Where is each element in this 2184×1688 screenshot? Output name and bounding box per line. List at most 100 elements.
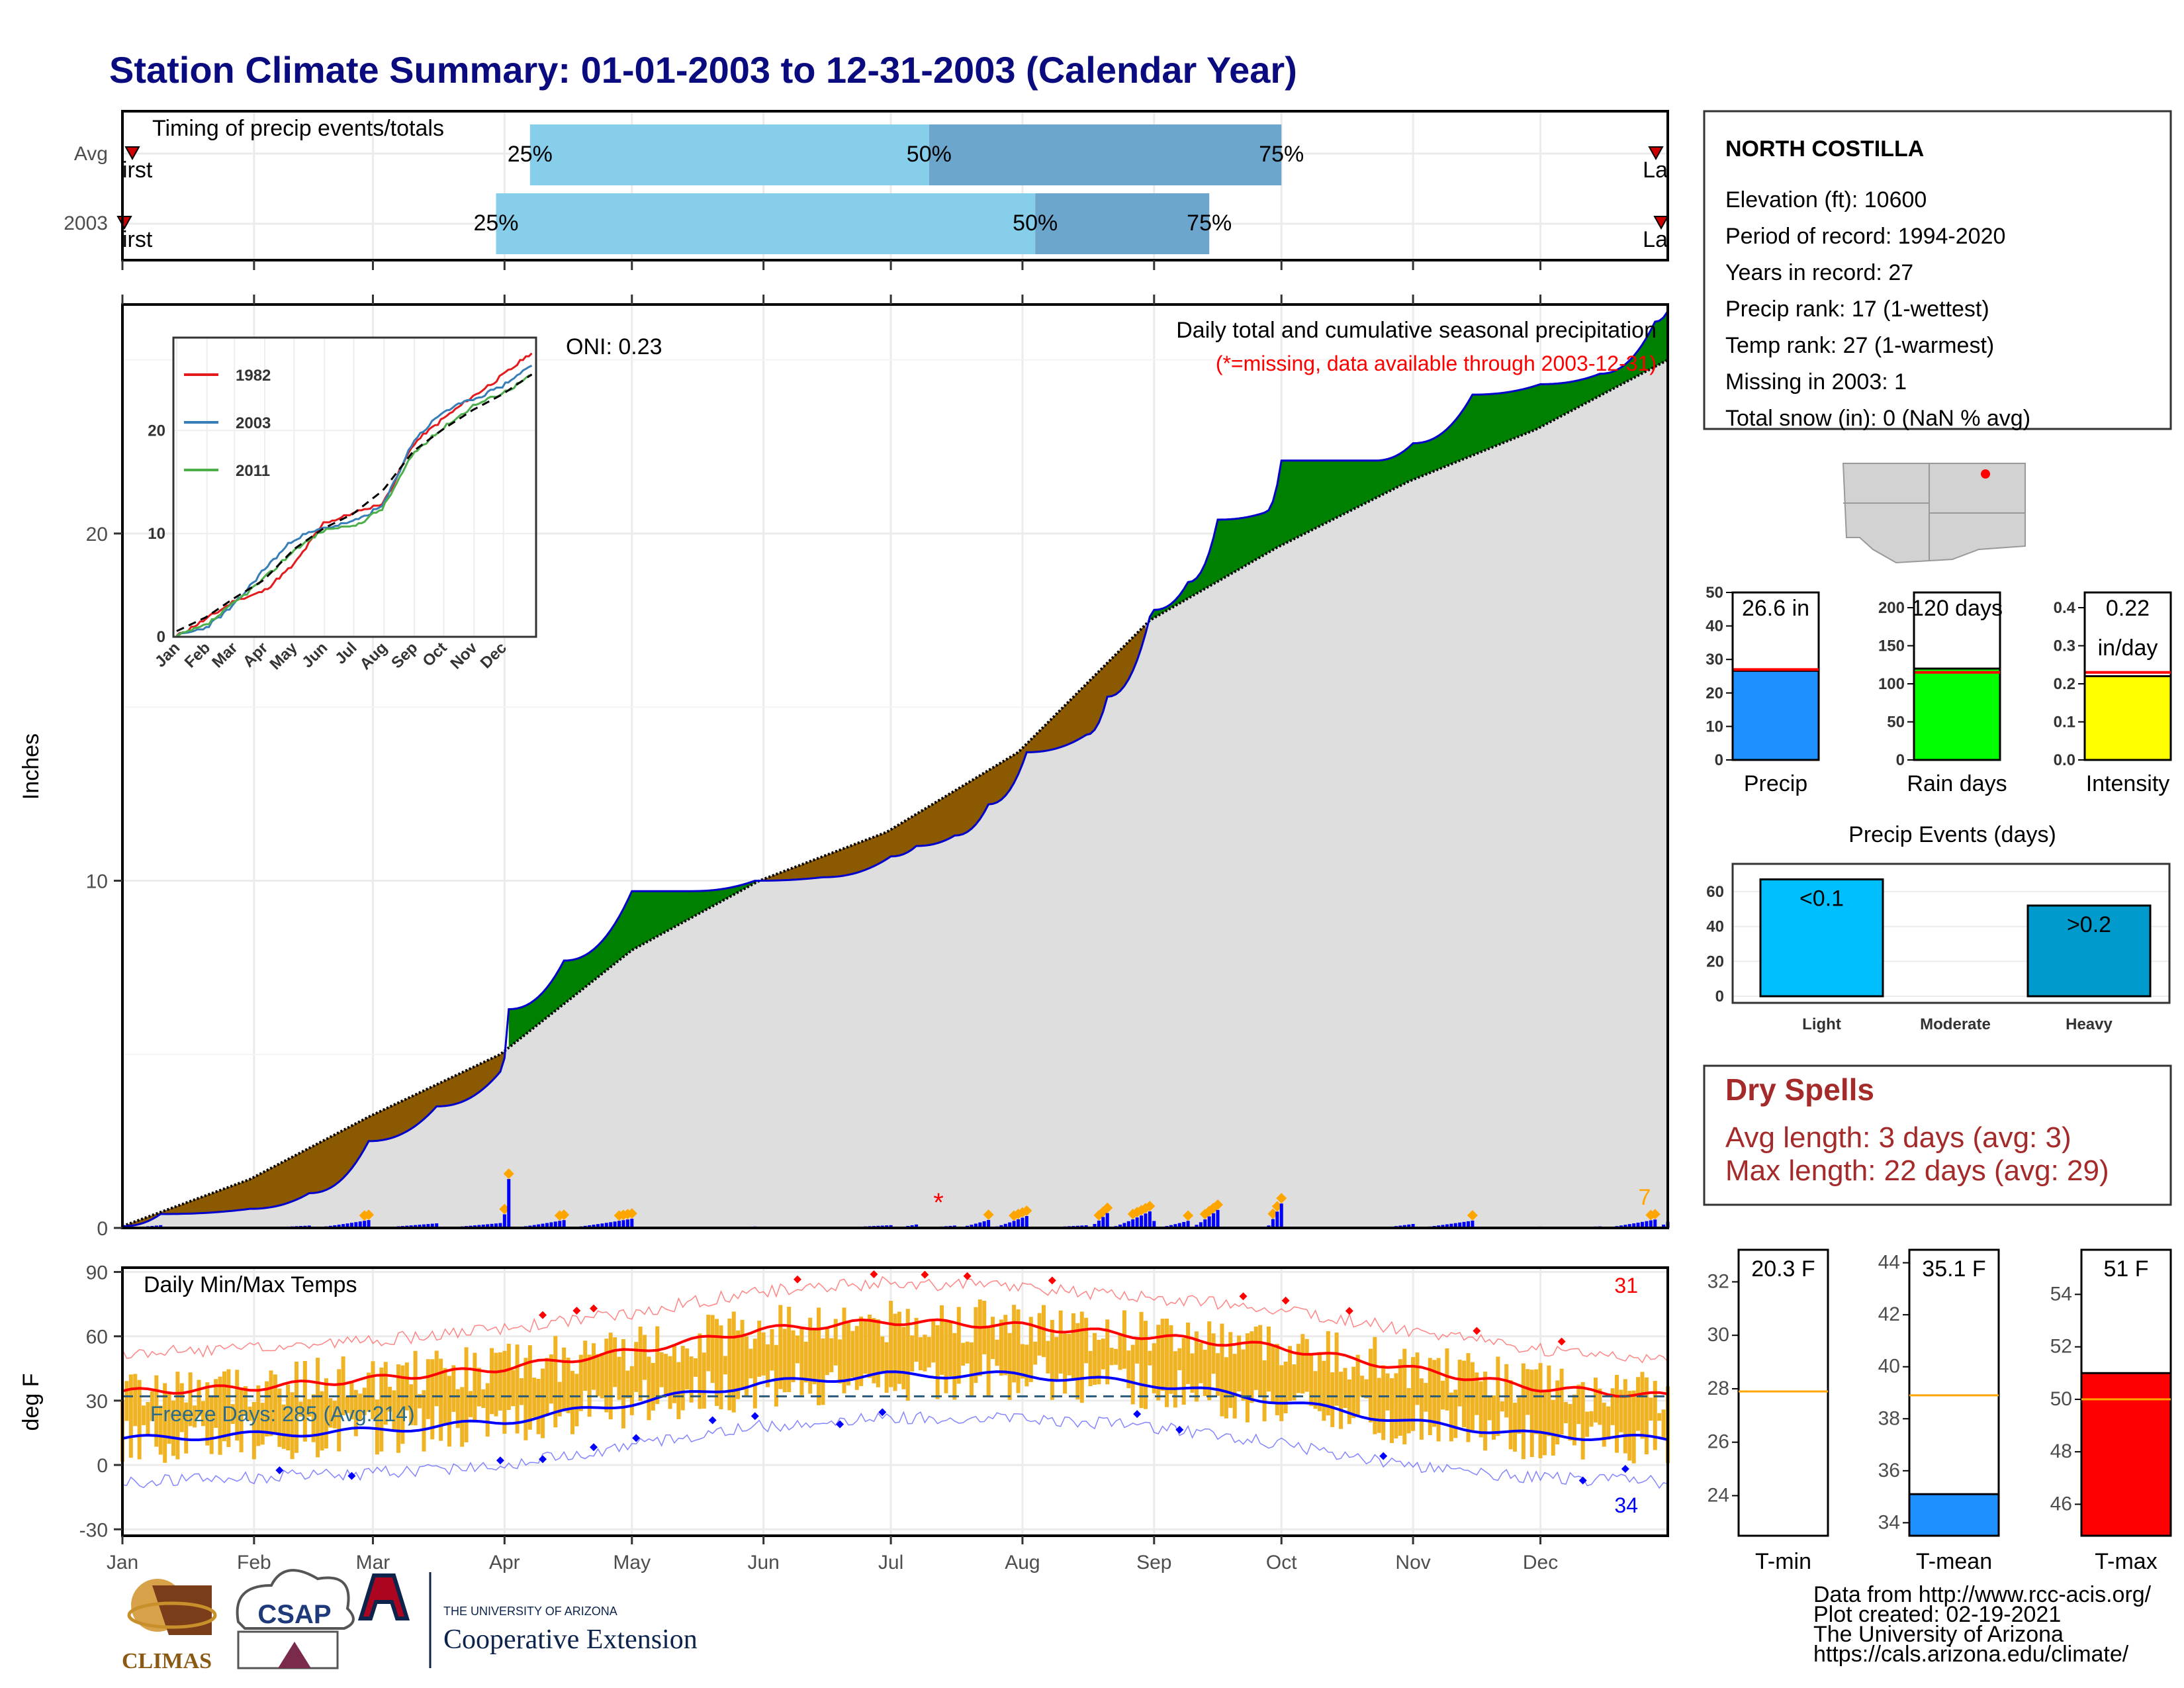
daily-temp-range-bar [473,1352,477,1423]
daily-temp-range-bar [184,1402,189,1454]
temp-bar-tick-label: 24 [1707,1484,1729,1506]
mini-bar-label-2: Intensity [2086,771,2170,796]
daily-temp-range-bar [1262,1360,1267,1422]
daily-temp-range-bar [1241,1349,1246,1401]
daily-temp-range-bar [752,1338,757,1409]
daily-temp-range-bar [1649,1397,1653,1421]
daily-precip-bar [507,1179,511,1228]
daily-temp-range-bar [1398,1359,1402,1436]
daily-precip-bar [486,1224,490,1228]
heavy-event-marker [363,1209,375,1221]
record-high-line [122,1276,1668,1364]
mini-bar-value-2 [2083,675,2172,761]
daily-temp-range-bar [1024,1344,1029,1387]
daily-temp-range-bar [490,1348,494,1415]
locator-map [1840,461,2030,564]
daily-temp-range-bar [740,1319,745,1390]
daily-temp-range-bar [205,1382,210,1446]
daily-temp-range-bar [1042,1305,1046,1358]
daily-precip-bar [1097,1220,1101,1228]
daily-temp-range-bar [413,1350,418,1426]
daily-precip-bar [1012,1221,1016,1228]
record-low-marker [836,1420,844,1429]
daily-temp-range-bar [1517,1397,1522,1434]
timing-bar-q1-q2 [496,193,1036,254]
mini-bar-tick-label: 0.1 [2054,714,2075,731]
mini-bar-tick-label: 50 [1887,714,1905,731]
daily-precip-bar [613,1221,617,1228]
daily-temp-range-bar [749,1348,753,1379]
precip-panel-frame [121,303,1669,1229]
daily-precip-bar [1173,1224,1177,1228]
daily-temp-range-bar [1258,1325,1263,1397]
daily-temp-range-bar [948,1323,952,1377]
daily-temp-range-bar [367,1372,371,1412]
mini-bar-value-unit-2: in/day [2098,635,2158,661]
temp-bar-tick-label: 52 [2050,1336,2072,1358]
daily-temp-range-bar [600,1352,604,1399]
daily-temp-range-bar [1390,1378,1394,1443]
daily-temp-range-bar [817,1307,821,1405]
daily-temp-range-bar [956,1307,961,1384]
record-high-marker [1557,1337,1566,1346]
daily-temp-range-bar [1088,1350,1093,1387]
daily-precip-bar [494,1223,498,1228]
daily-temp-range-bar [464,1347,469,1442]
daily-temp-range-bar [1304,1338,1309,1392]
daily-precip-bar [1148,1211,1152,1228]
first-event-label: irst [122,227,153,252]
daily-temp-range-bar [1631,1390,1636,1464]
daily-temp-range-bar [566,1357,570,1413]
mini-bar-value-0 [1731,669,1820,761]
precip-y-tick-label: 20 [86,524,108,545]
daily-precip-bar [1407,1224,1411,1228]
record-low-marker [1578,1476,1587,1485]
daily-temp-range-bar [532,1378,537,1418]
freeze-days-label: Freeze Days: 285 (Avg:214) [150,1402,415,1426]
daily-temp-range-bar [1355,1354,1360,1417]
daily-temp-range-bar [1441,1380,1445,1410]
daily-temp-range-bar [961,1342,966,1366]
daily-precip-bar [982,1221,986,1228]
daily-temp-range-bar [1466,1353,1471,1442]
daily-temp-range-bar [1054,1336,1059,1382]
daily-precip-bar [1017,1219,1021,1228]
daily-temp-range-bar [918,1337,923,1370]
daily-temp-range-bar [324,1378,328,1449]
temp-bar-tick-label: 48 [2050,1440,2072,1462]
daily-temp-range-bar [248,1406,252,1421]
heavy-event-marker [626,1208,637,1219]
daily-temp-range-bar [1453,1389,1458,1438]
daily-temp-range-bar [736,1330,741,1399]
daily-precip-bar [363,1221,367,1228]
daily-temp-range-bar [1513,1402,1518,1452]
record-low-marker [1621,1465,1629,1474]
daily-temp-range-bar [230,1404,235,1425]
daily-temp-range-bar [1385,1373,1390,1411]
daily-temp-range-bar [1602,1402,1606,1447]
daily-temp-range-bar [167,1394,171,1444]
daily-temp-range-bar [868,1314,872,1378]
daily-temp-range-bar [328,1398,333,1428]
dry-spells-avg: Avg length: 3 days (avg: 3) [1725,1121,2071,1154]
temp-bar-tick-label: 34 [1878,1511,1900,1533]
inset-y-tick-label: 20 [148,422,165,440]
temp-bar-value-label-1: 35.1 F [1922,1256,1985,1282]
daily-temp-range-bar [617,1356,621,1400]
ua-logo: THE UNIVERSITY OF ARIZONA Cooperative Ex… [357,1572,698,1668]
daily-temp-range-bar [1058,1310,1063,1374]
daily-precip-bar [1662,1224,1666,1228]
temp-bar-tick-label: 42 [1878,1303,1900,1325]
daily-temp-range-bar [1411,1357,1416,1431]
record-high-marker [1239,1292,1248,1301]
daily-precip-bar [333,1225,337,1228]
daily-temp-range-bar [731,1311,736,1413]
daily-temp-range-bar [1504,1364,1509,1418]
daily-temp-range-bar [991,1317,995,1360]
surplus-area [1150,311,1668,621]
daily-temp-range-bar [676,1362,681,1419]
daily-precip-bar [349,1223,353,1228]
record-low-marker [1379,1452,1388,1460]
daily-temp-range-bar [1419,1378,1424,1440]
daily-temp-range-bar [1360,1376,1365,1397]
